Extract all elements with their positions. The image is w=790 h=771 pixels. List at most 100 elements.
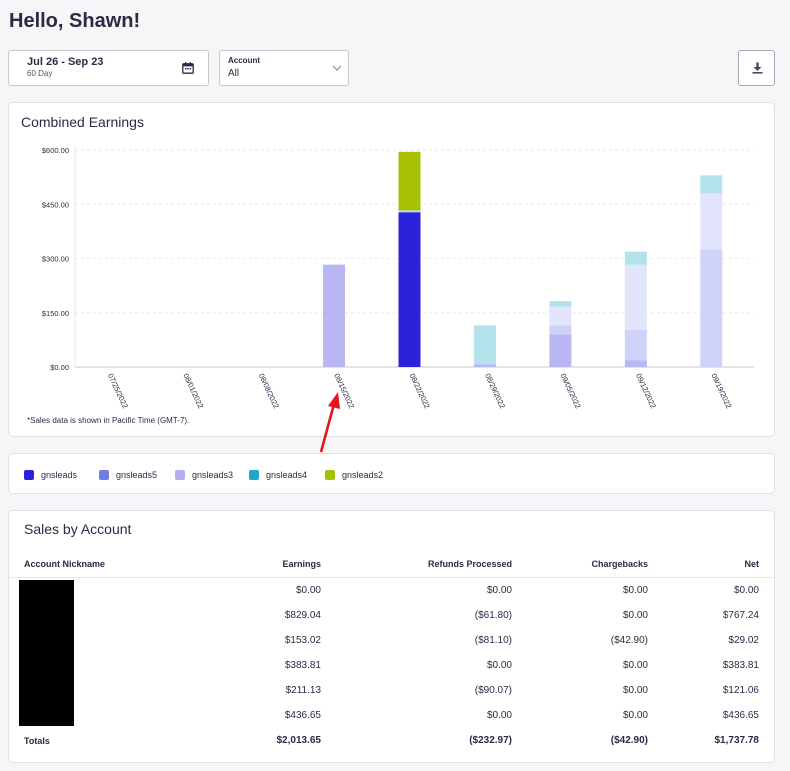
cell-earnings: $829.04 [284,610,321,621]
account-select[interactable]: Account All [219,50,349,86]
bar-segment-gnsleads4 [624,251,647,265]
download-icon [752,62,763,74]
sales-by-account-title: Sales by Account [24,521,132,537]
cell-chargebacks: $0.00 [622,610,648,621]
cell-chargebacks: $0.00 [622,660,648,671]
legend-label: gnsleads2 [342,470,384,480]
greeting-title: Hello, Shawn! [9,10,141,32]
bar-segment-gnsleads_light [549,325,572,335]
bar-segment-gnsleads_pale [700,193,723,250]
redacted-account-names [19,580,74,726]
chart-legend: gnsleads gnsleads5 gnsleads3 gnsleads4 gnsle… [8,453,775,494]
col-header-nickname[interactable]: Account Nickname [24,559,106,569]
cell-earnings: $153.02 [284,635,321,646]
bar-segment-gnsleads3 [624,360,647,367]
account-select-value: All [228,68,240,79]
download-button[interactable] [738,50,775,86]
x-tick-label: 08/29/2022 [483,372,507,410]
legend-label: gnsleads5 [116,470,158,480]
chevron-down-icon [332,65,342,71]
cell-chargebacks: ($42.90) [610,635,648,646]
bar-segment-gnsleads_light [624,329,647,361]
cell-earnings: $436.65 [284,710,321,721]
cell-refunds: ($81.10) [474,635,512,646]
bar-segment-gnsleads3 [549,334,572,367]
cell-earnings: $0.00 [295,585,321,596]
y-tick-label: $450.00 [42,200,69,209]
bar-segment-gnsleads4 [473,325,496,365]
legend-item-gnsleads3[interactable]: gnsleads3 [175,469,233,481]
legend-swatch [175,470,185,480]
legend-swatch [325,470,335,480]
legend-item-gnsleads4[interactable]: gnsleads4 [249,469,307,481]
legend-item-gnsleads2[interactable]: gnsleads2 [325,469,383,481]
cell-refunds: $0.00 [486,585,512,596]
col-header-chargebacks[interactable]: Chargebacks [591,559,648,569]
y-tick-label: $0.00 [50,363,69,372]
combined-earnings-card: Combined Earnings $0.00 $150.00 $300.00 $45… [8,102,775,437]
cell-refunds: $0.00 [486,660,512,671]
x-tick-label: 08/08/2022 [257,372,281,410]
account-select-label: Account [228,56,260,65]
bar-segment-gnsleads_pale [624,264,647,330]
date-range-label: Jul 26 - Sep 23 [27,56,104,68]
legend-label: gnsleads3 [192,470,234,480]
total-earnings: $2,013.65 [276,735,322,746]
x-tick-label: 09/05/2022 [559,372,583,410]
cell-net: $436.65 [722,710,759,721]
legend-swatch [249,470,259,480]
cell-net: $0.00 [733,585,759,596]
cell-refunds: $0.00 [486,710,512,721]
legend-label: gnsleads [41,470,78,480]
cell-net: $383.81 [722,660,759,671]
cell-earnings: $383.81 [284,660,321,671]
x-tick-label: 09/19/2022 [709,372,733,410]
bar-segment-gnsleads4 [549,301,572,307]
cell-net: $121.06 [722,685,759,696]
cell-refunds: ($61.80) [474,610,512,621]
total-refunds: ($232.97) [469,735,512,746]
bar-segment-gnsleads3 [473,364,496,367]
y-tick-label: $300.00 [42,255,69,264]
bar-segment-gnsleads [398,212,421,367]
x-tick-label: 09/12/2022 [634,372,658,410]
legend-item-gnsleads5[interactable]: gnsleads5 [99,469,157,481]
legend-swatch [24,470,34,480]
bar-segment-gnsleads_light [700,249,723,367]
total-chargebacks: ($42.90) [610,735,648,746]
cell-chargebacks: $0.00 [622,710,648,721]
date-range-picker[interactable]: Jul 26 - Sep 23 60 Day [8,50,209,86]
y-tick-label: $150.00 [42,309,69,318]
col-header-earnings[interactable]: Earnings [282,559,321,569]
table-header-divider [9,577,774,578]
earnings-chart: $0.00 $150.00 $300.00 $450.00 $600.00 07/25/2… [42,146,754,410]
total-net: $1,737.78 [714,735,760,746]
x-tick-label: 07/25/2022 [106,372,130,410]
legend-label: gnsleads4 [266,470,308,480]
bar-segment-gnsleads3 [323,264,346,367]
calendar-icon[interactable] [182,62,194,74]
annotation-arrow-icon [319,392,340,453]
combined-earnings-title: Combined Earnings [21,114,144,130]
totals-label: Totals [24,736,50,746]
legend-item-gnsleads[interactable]: gnsleads [24,469,77,481]
bar-segment-gnsleads4 [398,210,421,213]
bar-segment-gnsleads4 [700,175,723,194]
cell-net: $767.24 [722,610,759,621]
x-tick-label: 08/22/2022 [408,372,432,410]
bar-segment-gnsleads_pale [549,306,572,326]
cell-chargebacks: $0.00 [622,685,648,696]
col-header-net[interactable]: Net [744,559,759,569]
timezone-note: *Sales data is shown in Pacific Time (GM… [27,416,190,425]
cell-chargebacks: $0.00 [622,585,648,596]
cell-net: $29.02 [728,635,759,646]
col-header-refunds[interactable]: Refunds Processed [427,559,512,569]
sales-by-account-card: Sales by Account Account Nickname Earnin… [8,510,775,763]
y-tick-label: $600.00 [42,146,69,155]
cell-refunds: ($90.07) [474,685,512,696]
x-tick-label: 08/01/2022 [181,372,205,410]
date-range-sublabel: 60 Day [27,69,53,78]
legend-swatch [99,470,109,480]
bar-segment-gnsleads2 [398,151,421,211]
cell-earnings: $211.13 [285,685,321,696]
